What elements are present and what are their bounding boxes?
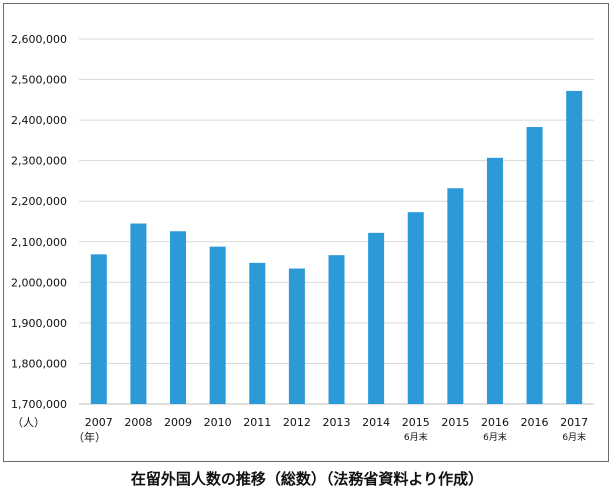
- bar: [368, 232, 385, 404]
- x-tick-label: 2016: [521, 416, 549, 429]
- bar: [170, 231, 187, 404]
- x-axis-tick-labels: 2007 2008 2009 2010 2011 2012 2013 2014 2015 6月末 2…: [85, 416, 588, 443]
- bar: [130, 223, 147, 404]
- y-tick-label: 2,100,000: [11, 236, 67, 249]
- x-tick-sublabel: 6月末: [562, 431, 586, 443]
- bar: [288, 268, 305, 404]
- bars: [90, 90, 583, 405]
- x-tick-label: 2012: [283, 416, 311, 429]
- x-tick-label: 2011: [243, 416, 271, 429]
- y-tick-label: 1,800,000: [11, 357, 67, 370]
- bar: [209, 246, 226, 404]
- y-tick-label: 2,000,000: [11, 276, 67, 289]
- x-tick-sublabel: 6月末: [404, 431, 428, 443]
- bar: [90, 254, 107, 404]
- x-axis-unit-label: （年）: [73, 430, 106, 444]
- bar: [566, 90, 583, 405]
- bar: [447, 188, 464, 404]
- x-tick-label: 2015: [441, 416, 469, 429]
- x-tick-label: 2015: [402, 416, 430, 429]
- y-axis-unit-label: （人）: [12, 416, 45, 429]
- bar: [328, 255, 345, 404]
- bar: [249, 262, 266, 404]
- x-tick-label: 2017: [560, 416, 588, 429]
- x-tick-label: 2009: [164, 416, 192, 429]
- bar: [486, 157, 503, 404]
- y-tick-label: 2,200,000: [11, 195, 67, 208]
- y-tick-label: 1,900,000: [11, 317, 67, 330]
- x-tick-label: 2016: [481, 416, 509, 429]
- y-tick-label: 2,500,000: [11, 74, 67, 87]
- x-tick-label: 2013: [323, 416, 351, 429]
- x-tick-label: 2008: [124, 416, 152, 429]
- x-tick-label: 2014: [362, 416, 390, 429]
- y-axis-tick-labels: 1,700,000 1,800,000 1,900,000 2,000,000 2,10…: [11, 33, 67, 411]
- x-tick-sublabel: 6月末: [483, 431, 507, 443]
- y-tick-label: 1,700,000: [11, 398, 67, 411]
- chart-title: 在留外国人数の推移（総数）（法務省資料より作成）: [130, 470, 484, 488]
- x-tick-label: 2010: [204, 416, 232, 429]
- x-tick-label: 2007: [85, 416, 113, 429]
- chart-frame: [3, 3, 609, 462]
- y-tick-label: 2,600,000: [11, 33, 67, 46]
- y-tick-label: 2,300,000: [11, 155, 67, 168]
- gridlines: [79, 38, 594, 405]
- bar: [526, 127, 543, 404]
- y-tick-label: 2,400,000: [11, 114, 67, 127]
- bar: [407, 212, 424, 404]
